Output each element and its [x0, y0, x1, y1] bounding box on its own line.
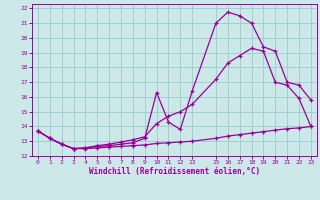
X-axis label: Windchill (Refroidissement éolien,°C): Windchill (Refroidissement éolien,°C): [89, 167, 260, 176]
